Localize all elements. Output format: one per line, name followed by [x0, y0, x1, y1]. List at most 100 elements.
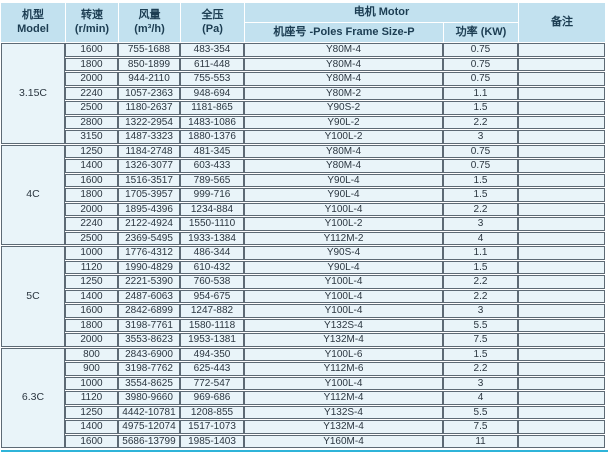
frame-cell: Y90S-2: [244, 101, 443, 115]
pressure-cell: 954-675: [180, 289, 244, 303]
airflow-cell: 3554-8625: [118, 376, 180, 390]
remark-cell: [518, 72, 606, 86]
frame-cell: Y80M-4: [244, 43, 443, 57]
airflow-cell: 2843-6900: [118, 347, 180, 361]
frame-cell: Y90L-2: [244, 115, 443, 129]
airflow-cell: 1322-2954: [118, 115, 180, 129]
power-cell: 11: [443, 434, 519, 448]
header-model: 机型 Model: [1, 3, 65, 42]
airflow-cell: 3553-8623: [118, 333, 180, 347]
header-row-2: 机座号 -Poles Frame Size-P 功率 (KW): [1, 23, 605, 42]
speed-cell: 1800: [65, 318, 118, 332]
header-motor-frame: 机座号 -Poles Frame Size-P: [244, 23, 443, 42]
airflow-cell: 2221-5390: [118, 275, 180, 289]
remark-cell: [518, 405, 606, 419]
frame-cell: Y112M-2: [244, 231, 443, 245]
remark-cell: [518, 420, 606, 434]
frame-cell: Y100L-2: [244, 217, 443, 231]
spec-row: 900 3198-7762 625-443 Y112M-6 2.2: [1, 362, 606, 376]
spec-row: 1800 850-1899 611-448 Y80M-4 0.75: [1, 57, 606, 71]
pressure-cell: 494-350: [180, 347, 244, 361]
spec-row: 1120 3980-9660 969-686 Y112M-4 4: [1, 391, 606, 405]
remark-cell: [518, 57, 606, 71]
airflow-cell: 1516-3517: [118, 173, 180, 187]
header-motor-label: 电机 Motor: [353, 5, 410, 18]
remark-cell: [518, 115, 606, 129]
spec-row: 1600 5686-13799 1985-1403 Y160M-4 11: [1, 434, 606, 448]
spec-row: 1400 4975-12074 1517-1073 Y132M-4 7.5: [1, 420, 606, 434]
spec-row: 3150 1487-3323 1880-1376 Y100L-2 3: [1, 130, 606, 144]
header-pressure-line1: 全压: [201, 9, 224, 22]
remark-cell: [518, 159, 606, 173]
remark-cell: [518, 318, 606, 332]
power-cell: 3: [443, 130, 519, 144]
header-model-line1: 机型: [22, 9, 44, 22]
power-cell: 2.2: [443, 289, 519, 303]
pressure-cell: 1517-1073: [180, 420, 244, 434]
power-cell: 3: [443, 376, 519, 390]
remark-cell: [518, 289, 606, 303]
spec-row: 1000 3554-8625 772-547 Y100L-4 3: [1, 376, 606, 390]
remark-cell: [518, 304, 606, 318]
frame-cell: Y90L-4: [244, 260, 443, 274]
power-cell: 3: [443, 217, 519, 231]
pressure-cell: 1234-884: [180, 202, 244, 216]
power-cell: 1.5: [443, 347, 519, 361]
speed-cell: 1250: [65, 405, 118, 419]
power-cell: 1.5: [443, 260, 519, 274]
speed-cell: 2500: [65, 231, 118, 245]
pressure-cell: 1880-1376: [180, 130, 244, 144]
speed-cell: 2240: [65, 86, 118, 100]
remark-cell: [518, 101, 606, 115]
airflow-cell: 4442-10781: [118, 405, 180, 419]
pressure-cell: 772-547: [180, 376, 244, 390]
spec-row: 1250 4442-10781 1208-855 Y132S-4 5.5: [1, 405, 606, 419]
power-cell: 3: [443, 304, 519, 318]
model-group-cell: 4C: [1, 144, 65, 245]
pressure-cell: 603-433: [180, 159, 244, 173]
remark-cell: [518, 362, 606, 376]
airflow-cell: 3198-7762: [118, 362, 180, 376]
speed-cell: 2000: [65, 202, 118, 216]
spec-row: 2000 944-2110 755-553 Y80M-4 0.75: [1, 72, 606, 86]
airflow-cell: 3198-7761: [118, 318, 180, 332]
airflow-cell: 1180-2637: [118, 101, 180, 115]
power-cell: 0.75: [443, 144, 519, 158]
pressure-cell: 1953-1381: [180, 333, 244, 347]
speed-cell: 1600: [65, 434, 118, 448]
power-cell: 1.1: [443, 86, 519, 100]
speed-cell: 1000: [65, 246, 118, 260]
power-cell: 1.5: [443, 173, 519, 187]
remark-cell: [518, 231, 606, 245]
speed-cell: 1600: [65, 173, 118, 187]
spec-row: 1600 2842-6899 1247-882 Y100L-4 3: [1, 304, 606, 318]
frame-cell: Y112M-6: [244, 362, 443, 376]
frame-cell: Y90S-4: [244, 246, 443, 260]
pressure-cell: 789-565: [180, 173, 244, 187]
spec-row: 6.3C 800 2843-6900 494-350 Y100L-6 1.5: [1, 347, 606, 448]
spec-row: 2240 1057-2363 948-694 Y80M-2 1.1: [1, 86, 606, 100]
frame-cell: Y160M-4: [244, 434, 443, 448]
frame-cell: Y90L-4: [244, 173, 443, 187]
pressure-cell: 1550-1110: [180, 217, 244, 231]
table-header: 机型 Model 转速 (r/min) 风量 (m³/h) 全压 (Pa) 电机…: [1, 3, 606, 42]
speed-cell: 2800: [65, 115, 118, 129]
speed-cell: 1120: [65, 260, 118, 274]
power-cell: 5.5: [443, 405, 519, 419]
spec-row: 1400 2487-6063 954-675 Y100L-4 2.2: [1, 289, 606, 303]
power-cell: 2.2: [443, 202, 519, 216]
frame-cell: Y132M-4: [244, 420, 443, 434]
airflow-cell: 1184-2748: [118, 144, 180, 158]
pressure-cell: 1208-855: [180, 405, 244, 419]
frame-cell: Y80M-4: [244, 57, 443, 71]
header-pressure: 全压 (Pa): [180, 3, 244, 42]
power-cell: 0.75: [443, 57, 519, 71]
airflow-cell: 4975-12074: [118, 420, 180, 434]
airflow-cell: 1057-2363: [118, 86, 180, 100]
power-cell: 2.2: [443, 275, 519, 289]
frame-cell: Y80M-4: [244, 72, 443, 86]
spec-row: 2800 1322-2954 1483-1086 Y90L-2 2.2: [1, 115, 606, 129]
remark-cell: [518, 347, 606, 361]
speed-cell: 800: [65, 347, 118, 361]
speed-cell: 2000: [65, 72, 118, 86]
